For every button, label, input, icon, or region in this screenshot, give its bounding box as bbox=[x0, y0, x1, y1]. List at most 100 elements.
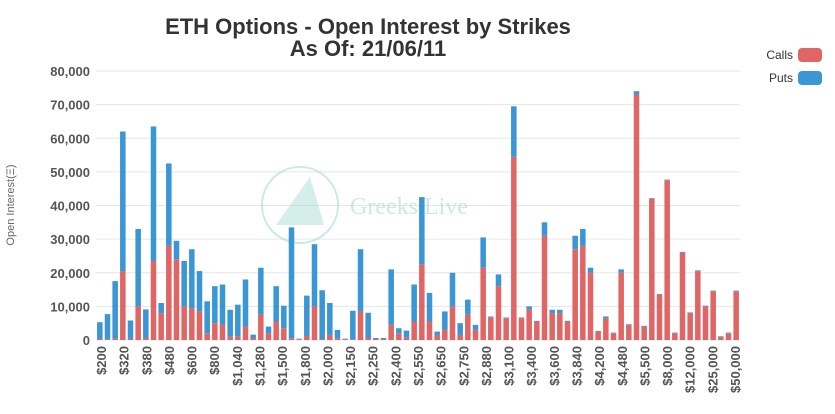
bar-puts[interactable] bbox=[319, 290, 325, 339]
bar-puts[interactable] bbox=[357, 249, 364, 312]
bar-puts[interactable] bbox=[518, 317, 525, 319]
bar-puts[interactable] bbox=[334, 329, 341, 339]
bar-puts[interactable] bbox=[296, 338, 302, 340]
bar-calls[interactable] bbox=[595, 331, 601, 340]
bar-calls[interactable] bbox=[526, 309, 532, 340]
bar-puts[interactable] bbox=[112, 281, 118, 339]
bar-puts[interactable] bbox=[618, 269, 624, 273]
bar-calls[interactable] bbox=[227, 336, 233, 340]
bar-calls[interactable] bbox=[319, 338, 325, 340]
bar-calls[interactable] bbox=[127, 338, 134, 340]
bar-calls[interactable] bbox=[288, 338, 295, 340]
bar-calls[interactable] bbox=[465, 314, 471, 340]
bar-puts[interactable] bbox=[135, 229, 141, 307]
bar-calls[interactable] bbox=[281, 328, 287, 340]
bar-calls[interactable] bbox=[304, 335, 310, 340]
bar-calls[interactable] bbox=[641, 326, 647, 340]
bar-calls[interactable] bbox=[158, 313, 164, 340]
bar-calls[interactable] bbox=[120, 271, 126, 340]
bar-calls[interactable] bbox=[373, 338, 379, 340]
bar-puts[interactable] bbox=[480, 237, 486, 268]
bar-calls[interactable] bbox=[656, 294, 663, 340]
bar-puts[interactable] bbox=[679, 251, 686, 253]
bar-puts[interactable] bbox=[242, 279, 249, 327]
bar-puts[interactable] bbox=[511, 106, 517, 157]
bar-calls[interactable] bbox=[334, 338, 341, 340]
bar-calls[interactable] bbox=[327, 334, 333, 340]
legend-item-calls[interactable]: Calls bbox=[766, 48, 822, 62]
bar-calls[interactable] bbox=[725, 333, 732, 340]
bar-calls[interactable] bbox=[350, 339, 356, 340]
bar-calls[interactable] bbox=[695, 271, 701, 340]
bar-calls[interactable] bbox=[511, 156, 517, 340]
bar-puts[interactable] bbox=[97, 322, 103, 339]
bar-puts[interactable] bbox=[219, 284, 226, 325]
bar-puts[interactable] bbox=[549, 309, 555, 314]
bar-calls[interactable] bbox=[587, 272, 594, 340]
bar-calls[interactable] bbox=[296, 339, 302, 340]
bar-puts[interactable] bbox=[304, 295, 310, 336]
bar-puts[interactable] bbox=[411, 284, 417, 322]
bar-puts[interactable] bbox=[235, 304, 241, 337]
bar-puts[interactable] bbox=[580, 229, 586, 246]
bar-calls[interactable] bbox=[718, 336, 724, 340]
bar-puts[interactable] bbox=[534, 320, 540, 322]
bar-calls[interactable] bbox=[235, 336, 241, 340]
bar-calls[interactable] bbox=[135, 306, 141, 341]
bar-puts[interactable] bbox=[120, 131, 126, 272]
bar-calls[interactable] bbox=[449, 306, 456, 341]
bar-puts[interactable] bbox=[227, 309, 233, 337]
bar-calls[interactable] bbox=[380, 338, 387, 340]
bar-calls[interactable] bbox=[173, 259, 180, 340]
bar-puts[interactable] bbox=[173, 240, 180, 260]
bar-calls[interactable] bbox=[426, 321, 433, 340]
bar-puts[interactable] bbox=[189, 249, 195, 309]
bar-puts[interactable] bbox=[672, 332, 678, 334]
bar-puts[interactable] bbox=[541, 222, 548, 236]
bar-puts[interactable] bbox=[342, 338, 348, 340]
bar-puts[interactable] bbox=[733, 290, 739, 292]
bar-puts[interactable] bbox=[564, 320, 571, 322]
bar-puts[interactable] bbox=[311, 244, 318, 307]
bar-calls[interactable] bbox=[258, 314, 264, 340]
bar-calls[interactable] bbox=[564, 321, 571, 340]
bar-calls[interactable] bbox=[411, 321, 417, 340]
bar-calls[interactable] bbox=[541, 235, 548, 340]
bar-puts[interactable] bbox=[150, 126, 157, 261]
bar-calls[interactable] bbox=[687, 313, 693, 340]
bar-puts[interactable] bbox=[457, 323, 463, 335]
bar-calls[interactable] bbox=[633, 94, 640, 340]
bar-calls[interactable] bbox=[488, 317, 494, 340]
bar-calls[interactable] bbox=[196, 311, 203, 340]
bar-puts[interactable] bbox=[718, 336, 724, 337]
bar-calls[interactable] bbox=[679, 252, 686, 340]
bar-calls[interactable] bbox=[143, 337, 149, 340]
bar-calls[interactable] bbox=[672, 333, 678, 340]
bar-calls[interactable] bbox=[518, 318, 525, 340]
bar-puts[interactable] bbox=[610, 332, 617, 334]
bar-puts[interactable] bbox=[388, 269, 394, 325]
bar-calls[interactable] bbox=[342, 339, 348, 340]
bar-puts[interactable] bbox=[656, 293, 663, 295]
bar-puts[interactable] bbox=[434, 331, 440, 335]
bar-calls[interactable] bbox=[242, 326, 249, 340]
bar-puts[interactable] bbox=[664, 179, 670, 181]
bar-calls[interactable] bbox=[112, 338, 118, 340]
bar-puts[interactable] bbox=[488, 316, 494, 318]
bar-calls[interactable] bbox=[442, 329, 448, 340]
bar-puts[interactable] bbox=[687, 312, 693, 314]
bar-puts[interactable] bbox=[373, 337, 379, 339]
bar-calls[interactable] bbox=[603, 318, 609, 340]
bar-puts[interactable] bbox=[158, 303, 164, 314]
bar-calls[interactable] bbox=[710, 291, 716, 340]
bar-calls[interactable] bbox=[403, 337, 410, 340]
bar-puts[interactable] bbox=[265, 326, 272, 334]
bar-puts[interactable] bbox=[649, 198, 655, 199]
bar-calls[interactable] bbox=[388, 324, 394, 340]
bar-calls[interactable] bbox=[357, 311, 364, 340]
bar-calls[interactable] bbox=[419, 264, 425, 340]
bar-calls[interactable] bbox=[434, 334, 440, 340]
bar-puts[interactable] bbox=[449, 272, 456, 307]
bar-puts[interactable] bbox=[327, 303, 333, 335]
bar-puts[interactable] bbox=[273, 286, 279, 322]
